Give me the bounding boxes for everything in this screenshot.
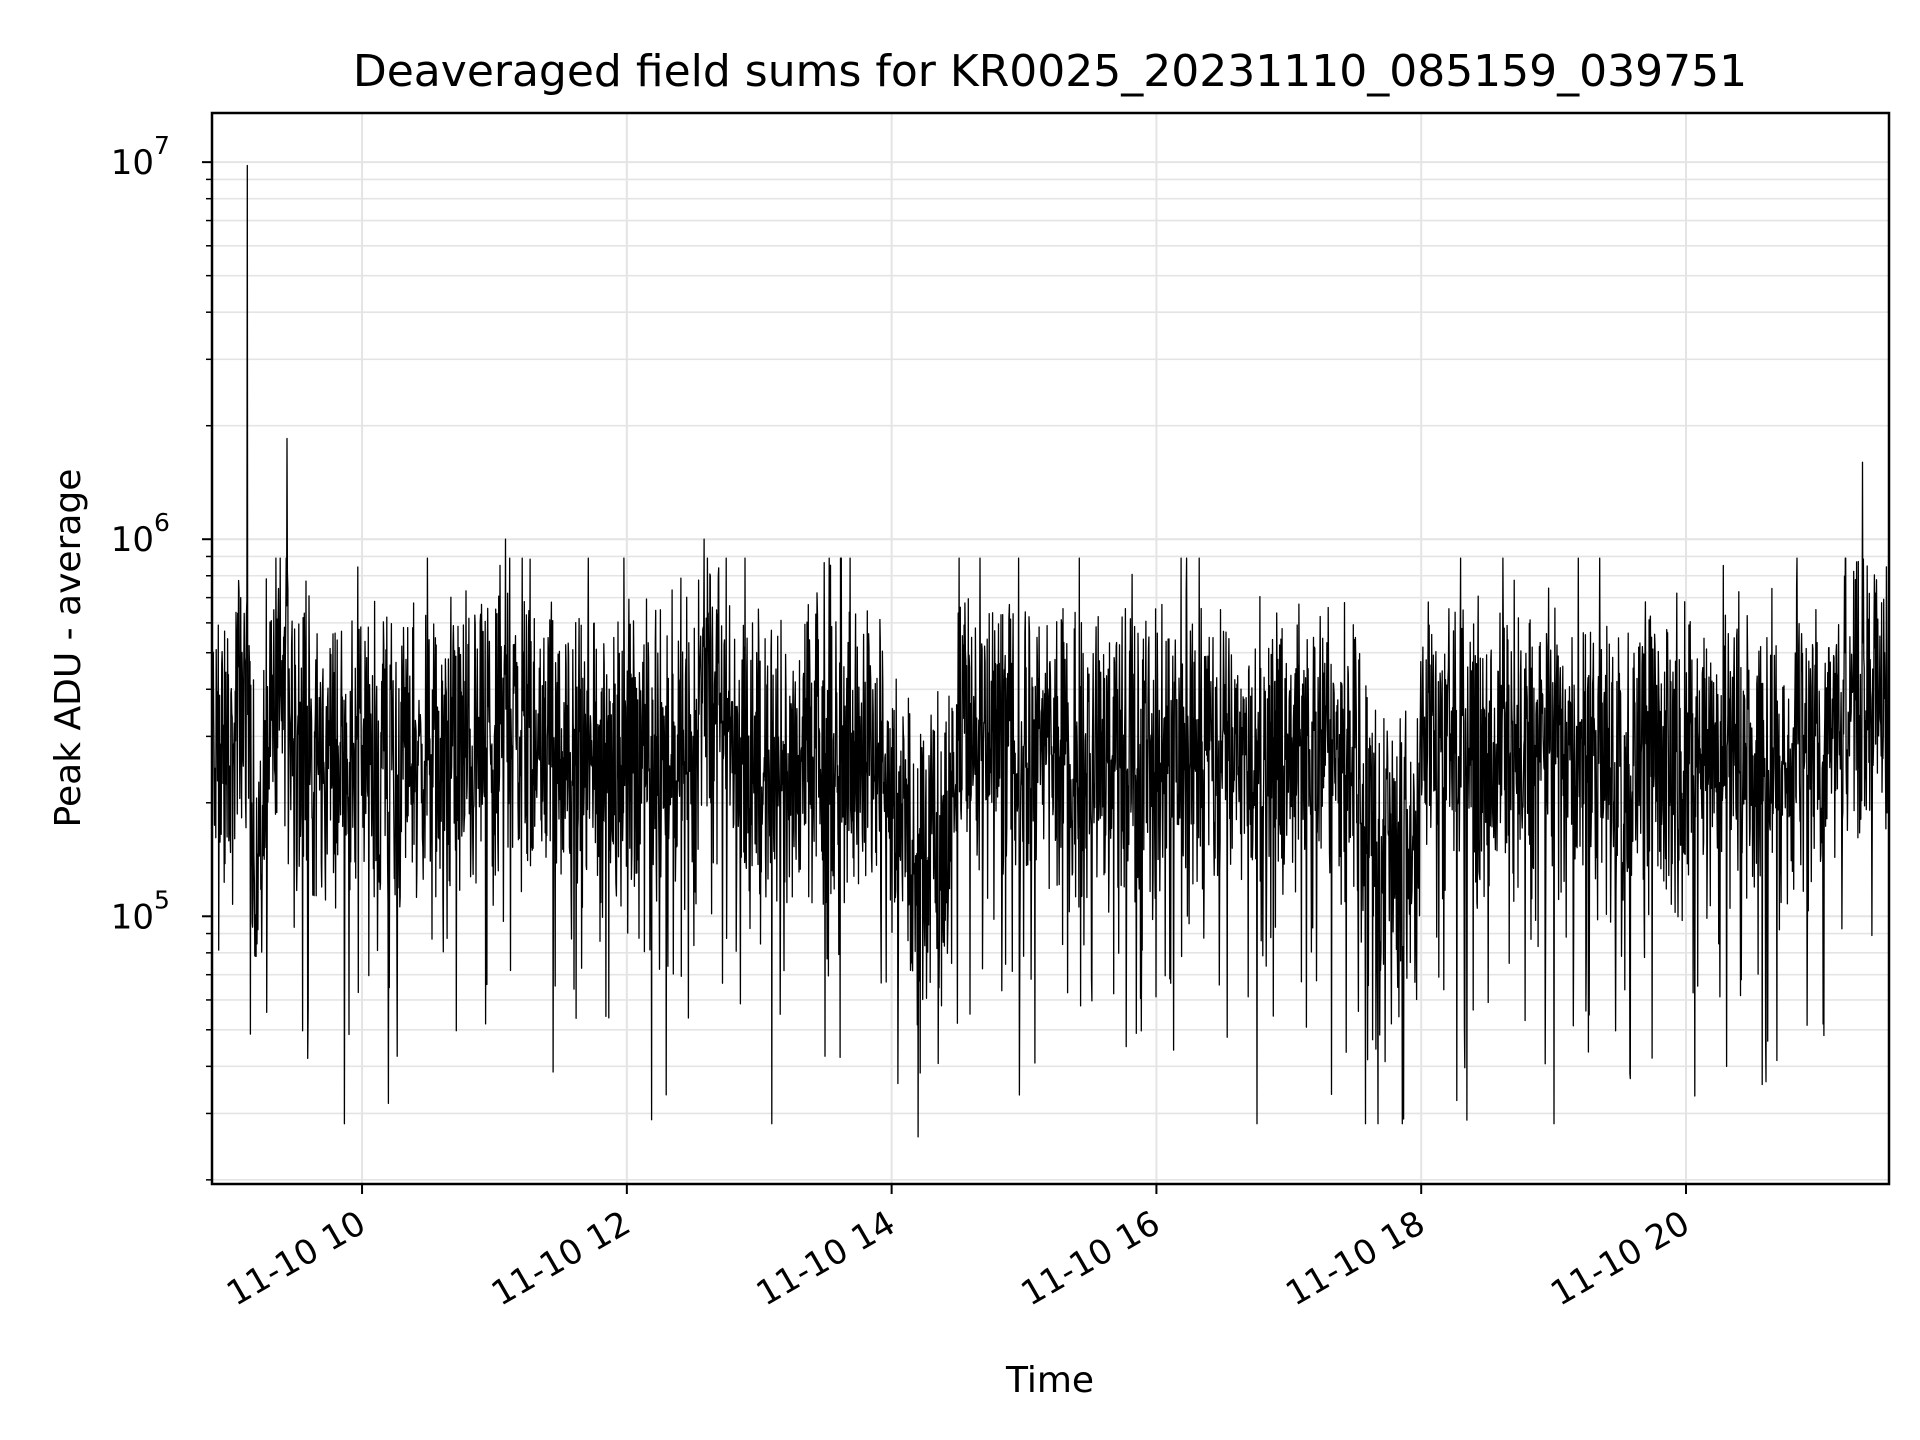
y-tick-label-exponent: 5 [154,885,170,914]
series-layer [211,164,1890,1138]
y-tick-label-exponent: 7 [154,131,170,160]
y-tick-label: 10 [111,143,154,183]
series-line [211,164,1890,1138]
y-axis-label: Peak ADU - average [48,469,89,828]
y-tick-label: 10 [111,520,154,560]
chart-title: Deaveraged field sums for KR0025_2023111… [353,46,1747,97]
plot-frame [210,111,1891,1186]
y-tick-label-exponent: 6 [154,508,170,537]
y-tick-label: 10 [111,897,154,937]
x-axis-label: Time [1005,1360,1094,1401]
